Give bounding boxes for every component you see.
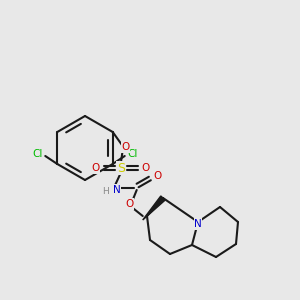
Text: O: O [92, 163, 100, 173]
Text: S: S [117, 161, 125, 175]
Text: O: O [126, 199, 134, 209]
Text: N: N [194, 219, 202, 229]
Text: O: O [154, 171, 162, 181]
Text: H: H [102, 188, 109, 196]
Text: O: O [142, 163, 150, 173]
Polygon shape [143, 196, 165, 220]
Text: Cl: Cl [128, 149, 138, 159]
Text: O: O [122, 142, 130, 152]
Text: Cl: Cl [32, 149, 43, 159]
Text: N: N [113, 185, 121, 195]
